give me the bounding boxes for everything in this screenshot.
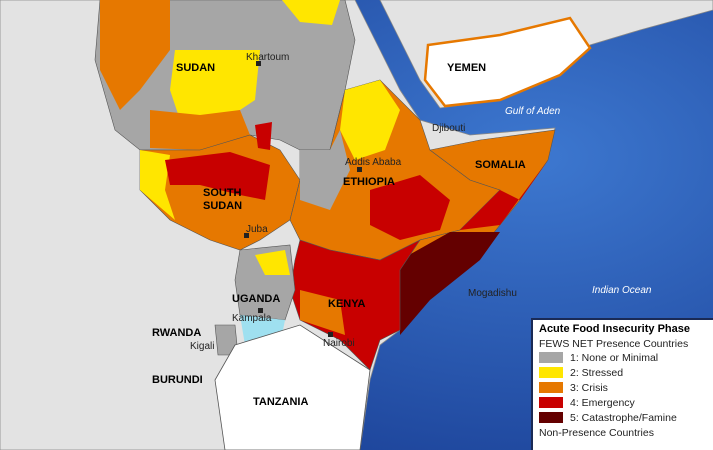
label-burundi: BURUNDI [152,374,203,386]
label-indian-ocean: Indian Ocean [592,285,652,296]
legend-non-presence-heading: Non-Presence Countries [539,427,654,439]
label-yemen: YEMEN [447,62,487,74]
city-khartoum: Khartoum [246,52,290,63]
legend-label: 2: Stressed [570,366,624,379]
tanzania [214,324,371,450]
south-sudan-emergency-n [255,122,272,150]
legend-label: 1: None or Minimal [570,351,659,364]
city-marker [258,308,263,313]
legend-label: 5: Catastrophe/Famine [570,411,677,424]
legend-item: 5: Catastrophe/Famine [539,410,707,425]
legend-presence-heading: FEWS NET Presence Countries [539,338,689,350]
city-marker [328,332,333,337]
uganda-stressed [255,250,290,275]
south-sudan-emergency [165,152,270,200]
city-marker [256,61,261,66]
label-south-sudan-2: SUDAN [203,200,243,212]
legend-item: 4: Emergency [539,395,707,410]
city-djibouti: Djibouti [432,123,466,134]
city-kampala: Kampala [232,313,272,324]
south-sudan-stressed [140,150,175,220]
legend-swatch [539,352,563,363]
city-marker [244,233,249,238]
label-somalia: SOMALIA [475,159,526,171]
somalia-famine [400,232,500,335]
sudan-crisis [100,0,170,110]
label-south-sudan-1: SOUTH [203,187,242,199]
label-ethiopia: ETHIOPIA [343,176,395,188]
city-kigali: Kigali [190,341,215,352]
legend-item: 3: Crisis [539,380,707,395]
sudan-stressed [170,50,260,120]
ethiopia-emergency [370,175,450,240]
label-kenya: KENYA [328,298,366,310]
city-marker [357,167,362,172]
label-uganda: UGANDA [232,293,281,305]
legend-item: 2: Stressed [539,365,707,380]
sudan-stressed-n [282,0,340,25]
somalia-emergency [460,160,548,230]
yemen [423,16,592,108]
legend-swatch [539,397,563,408]
city-mogadishu: Mogadishu [468,288,517,299]
legend-label: 4: Emergency [570,396,635,409]
city-nairobi: Nairobi [323,338,355,349]
sudan-crisis-c [150,110,250,150]
city-juba: Juba [246,224,268,235]
ethiopia-stressed [340,80,400,160]
legend-label: 3: Crisis [570,381,608,394]
label-rwanda: RWANDA [152,327,202,339]
legend-item: 1: None or Minimal [539,350,707,365]
city-addis-ababa: Addis Ababa [345,157,402,168]
legend: Acute Food Insecurity Phase FEWS NET Pre… [531,318,713,450]
legend-swatch [539,367,563,378]
label-gulf-of-aden: Gulf of Aden [505,106,561,117]
kenya-crisis [300,290,345,335]
legend-title: Acute Food Insecurity Phase [539,323,690,335]
legend-swatch [539,412,563,423]
legend-swatch [539,382,563,393]
label-sudan: SUDAN [176,62,216,74]
ethiopia-minimal [300,130,350,210]
label-tanzania: TANZANIA [253,396,309,408]
